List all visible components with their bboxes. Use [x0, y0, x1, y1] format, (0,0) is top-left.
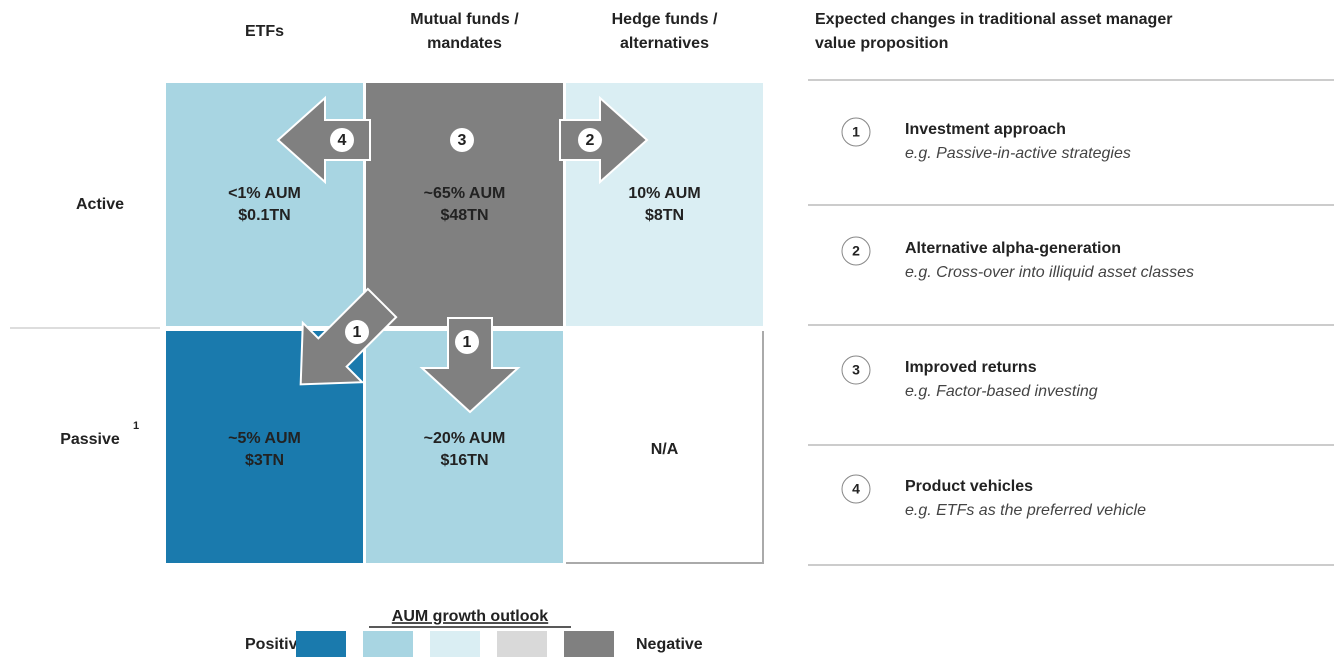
- legend-swatch: [564, 631, 614, 657]
- item-example: e.g. ETFs as the preferred vehicle: [905, 502, 1146, 519]
- item-number: 1: [852, 124, 860, 140]
- cell-text: <1% AUM: [228, 185, 301, 202]
- row-note: 1: [133, 420, 139, 432]
- cell-text: $3TN: [245, 452, 284, 469]
- cell-text: ~65% AUM: [424, 185, 506, 202]
- column-header: Hedge funds / alternatives: [612, 11, 718, 52]
- item-title: Alternative alpha-generation: [905, 240, 1121, 257]
- cell: [366, 83, 563, 326]
- cell-text: $0.1TN: [238, 207, 290, 224]
- item-example: e.g. Cross-over into illiquid asset clas…: [905, 264, 1194, 281]
- item-example: e.g. Factor-based investing: [905, 383, 1098, 400]
- badge-number: 1: [463, 334, 472, 351]
- row-label: Passive: [60, 431, 120, 448]
- item-badge: [841, 474, 871, 504]
- legend-swatch: [497, 631, 547, 657]
- item-title: Investment approach: [905, 121, 1066, 138]
- cell-text: N/A: [651, 441, 679, 458]
- cell-border: [566, 331, 764, 564]
- panel-title: Expected changes in traditional asset ma…: [815, 11, 1172, 52]
- item-example: e.g. Passive-in-active strategies: [905, 145, 1131, 162]
- column-header: ETFs: [245, 23, 284, 40]
- badge: [455, 330, 479, 354]
- arrow-right: [559, 95, 649, 185]
- item-badge: [841, 355, 871, 385]
- item-title: Product vehicles: [905, 478, 1033, 495]
- item-number: 4: [852, 481, 860, 497]
- legend-high: Negative: [636, 636, 703, 653]
- legend-title: AUM growth outlook: [392, 608, 549, 625]
- cell-text: $48TN: [440, 207, 488, 224]
- legend-swatch: [430, 631, 480, 657]
- cell-text: 10% AUM: [628, 185, 700, 202]
- badge-number: 4: [338, 132, 347, 149]
- cell-text: $8TN: [645, 207, 684, 224]
- badge-number: 3: [458, 132, 467, 149]
- row-label: Active: [76, 196, 124, 213]
- column-header: Mutual funds / mandates: [410, 11, 519, 52]
- item-title: Improved returns: [905, 359, 1037, 376]
- item-number: 2: [852, 243, 860, 259]
- legend-swatch: [363, 631, 413, 657]
- arrow-left: [276, 95, 371, 185]
- badge: [330, 128, 354, 152]
- item-badge: [841, 236, 871, 266]
- badge-number: 1: [353, 324, 362, 341]
- badge: [450, 128, 474, 152]
- cell-text: $16TN: [440, 452, 488, 469]
- badge-number: 2: [586, 132, 595, 149]
- item-number: 3: [852, 362, 860, 378]
- legend-swatch: [296, 631, 346, 657]
- badge: [345, 320, 369, 344]
- cell: [566, 331, 763, 563]
- badge: [578, 128, 602, 152]
- item-badge: [841, 117, 871, 147]
- cell-text: ~20% AUM: [424, 430, 506, 447]
- legend-low: Positive: [245, 636, 306, 653]
- arrow-down: [419, 317, 521, 414]
- cell-text: ~5% AUM: [228, 430, 301, 447]
